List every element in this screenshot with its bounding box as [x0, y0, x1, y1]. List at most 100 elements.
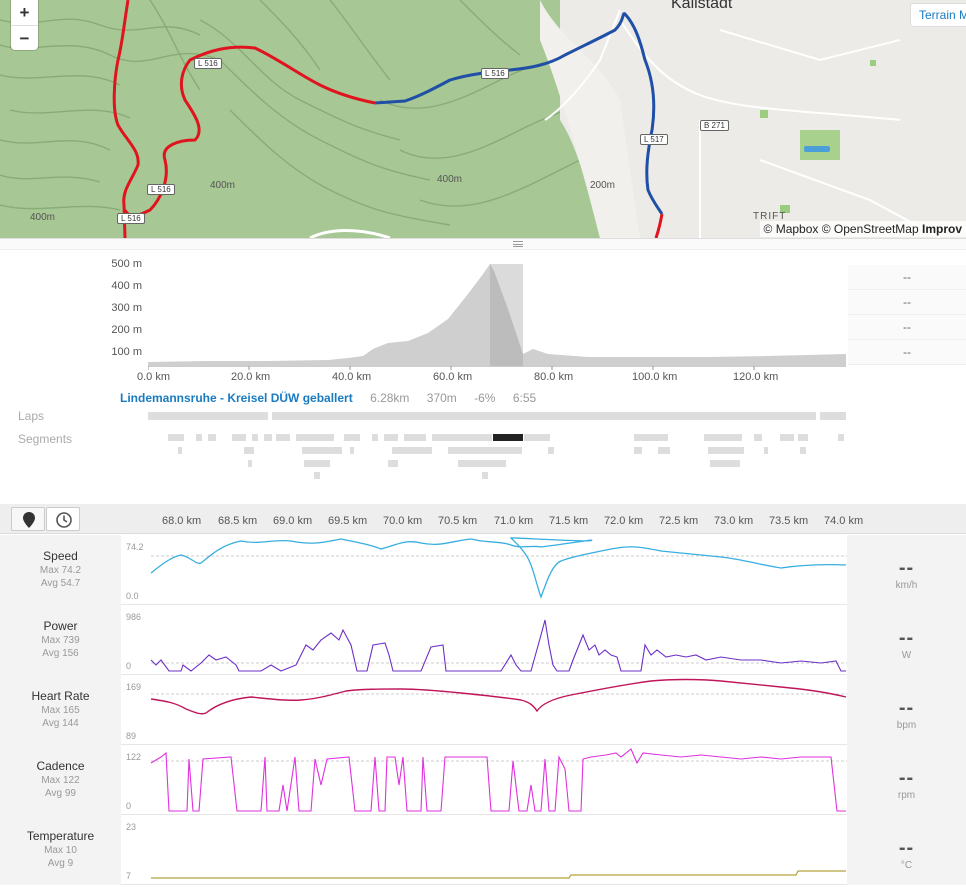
km-tick-label: 73.0 km	[714, 515, 754, 527]
temperature-chart[interactable]	[121, 815, 847, 885]
km-tick-label: 68.5 km	[218, 515, 258, 527]
stream-unit: W	[901, 650, 912, 661]
y-tick-label: 400 m	[111, 280, 142, 292]
elevation-panel: 500 m 400 m 300 m 200 m 100 m 0.0 km 20.…	[0, 251, 966, 501]
stream-value-panel: -- W	[847, 605, 966, 675]
stream-max: Max 74.2	[39, 565, 82, 576]
y-tick-label: 500 m	[111, 258, 142, 270]
stream-label-panel: Cadence Max 122 Avg 99	[0, 745, 121, 815]
improve-link[interactable]: Improv	[921, 222, 962, 236]
contour-label: 200m	[590, 180, 616, 191]
stream-max: Max 165	[41, 705, 80, 716]
side-value: --	[848, 265, 966, 290]
road-shield: L 516	[147, 184, 175, 195]
stream-current-value: --	[898, 837, 915, 859]
km-tick-label: 72.0 km	[604, 515, 644, 527]
stream-label-panel: Power Max 739 Avg 156	[0, 605, 121, 675]
stream-row-cadence[interactable]: Cadence Max 122 Avg 99 122 0 -- rpm	[0, 745, 966, 815]
contour-label: 400m	[30, 212, 56, 223]
x-tick-label: 80.0 km	[534, 371, 574, 383]
km-tick-label: 69.0 km	[273, 515, 313, 527]
x-tick-label: 20.0 km	[231, 371, 271, 383]
power-chart[interactable]	[121, 605, 847, 675]
laps-segments-track[interactable]	[148, 409, 848, 479]
osm-link[interactable]: © OpenStreetMap	[821, 222, 919, 236]
elevation-profile-area	[148, 264, 846, 366]
stream-name: Heart Rate	[31, 689, 90, 703]
stream-avg: Avg 99	[45, 788, 76, 799]
clock-icon	[56, 512, 72, 528]
segments-label: Segments	[18, 432, 73, 446]
km-tick-label: 70.0 km	[383, 515, 423, 527]
road-shield: L 516	[117, 213, 145, 224]
stream-name: Speed	[43, 549, 78, 563]
x-tick-label: 0.0 km	[137, 371, 171, 383]
stream-row-heart-rate[interactable]: Heart Rate Max 165 Avg 144 169 89 -- bpm	[0, 675, 966, 745]
stream-avg: Avg 156	[42, 648, 79, 659]
drag-handle-icon	[513, 241, 523, 247]
map-canvas	[0, 0, 966, 238]
x-tick-label: 40.0 km	[332, 371, 372, 383]
selected-segment-info: Lindemannsruhe - Kreisel DÜW geballert 6…	[120, 391, 536, 405]
km-tick-label: 70.5 km	[438, 515, 478, 527]
stream-row-power[interactable]: Power Max 739 Avg 156 986 0 -- W	[0, 605, 966, 675]
resize-splitter[interactable]	[0, 238, 966, 250]
road-shield: L 516	[194, 58, 222, 69]
segment-highlight	[490, 264, 523, 366]
stream-unit: bpm	[896, 720, 917, 731]
road-shield: L 517	[640, 134, 668, 145]
stream-max: Max 739	[41, 635, 80, 646]
place-label: TRIFT	[753, 211, 787, 222]
stream-avg: Avg 54.7	[40, 578, 81, 589]
stream-current-value: --	[898, 767, 915, 789]
km-tick-label: 74.0 km	[824, 515, 864, 527]
stream-current-value: --	[898, 557, 915, 579]
stream-value-panel: -- °C	[847, 815, 966, 885]
axis-top-label: 74.2	[126, 542, 144, 552]
lap-bar	[272, 412, 816, 420]
segment-name-link[interactable]: Lindemannsruhe - Kreisel DÜW geballert	[120, 391, 353, 405]
side-value: --	[848, 315, 966, 340]
x-tick-label: 100.0 km	[632, 371, 678, 383]
stream-unit: °C	[900, 860, 913, 871]
elevation-chart[interactable]	[148, 259, 848, 374]
segment-time: 6:55	[512, 391, 537, 405]
stream-current-value: --	[898, 627, 915, 649]
terrain-map-button[interactable]: Terrain M	[910, 3, 966, 27]
map-pin-toggle[interactable]	[11, 507, 45, 531]
segment-distance: 6.28km	[370, 391, 410, 405]
zoom-control: + −	[11, 0, 38, 50]
heart-rate-chart[interactable]	[121, 675, 847, 745]
axis-bottom-label: 7	[126, 871, 132, 881]
stream-label-panel: Speed Max 74.2 Avg 54.7	[0, 535, 121, 605]
lap-bar	[148, 412, 268, 420]
side-value: --	[848, 290, 966, 315]
stream-max: Max 122	[41, 775, 80, 786]
map-pin-icon	[23, 512, 35, 528]
zoom-out-button[interactable]: −	[11, 25, 38, 50]
cadence-chart[interactable]	[121, 745, 847, 815]
stream-value-panel: -- bpm	[847, 675, 966, 745]
km-tick-label: 68.0 km	[162, 515, 202, 527]
route-map[interactable]: + − Kallstadt L 516 B 271 L 517 L 516 L …	[0, 0, 966, 238]
side-value: --	[848, 340, 966, 365]
segment-elevation: 370m	[426, 391, 457, 405]
contour-label: 400m	[210, 180, 236, 191]
zoom-in-button[interactable]: +	[19, 3, 30, 22]
km-tick-label: 72.5 km	[659, 515, 699, 527]
speed-chart[interactable]	[121, 535, 847, 605]
time-axis-toggle[interactable]	[46, 507, 80, 531]
stream-name: Cadence	[36, 759, 85, 773]
stream-name: Temperature	[26, 829, 95, 843]
axis-bottom-label: 0	[126, 661, 132, 671]
stream-value-panel: -- rpm	[847, 745, 966, 815]
stream-row-temperature[interactable]: Temperature Max 10 Avg 9 23 7 -- °C	[0, 815, 966, 885]
stream-row-speed[interactable]: Speed Max 74.2 Avg 54.7 74.2 0.0 -- km/h	[0, 535, 966, 605]
axis-bottom-label: 89	[126, 731, 137, 741]
segment-grade: -6%	[474, 391, 496, 405]
axis-bottom-label: 0.0	[126, 591, 139, 601]
x-tick-label: 60.0 km	[433, 371, 473, 383]
stream-label-panel: Heart Rate Max 165 Avg 144	[0, 675, 121, 745]
mapbox-link[interactable]: © Mapbox	[763, 222, 819, 236]
selected-segment-bar	[493, 434, 523, 441]
